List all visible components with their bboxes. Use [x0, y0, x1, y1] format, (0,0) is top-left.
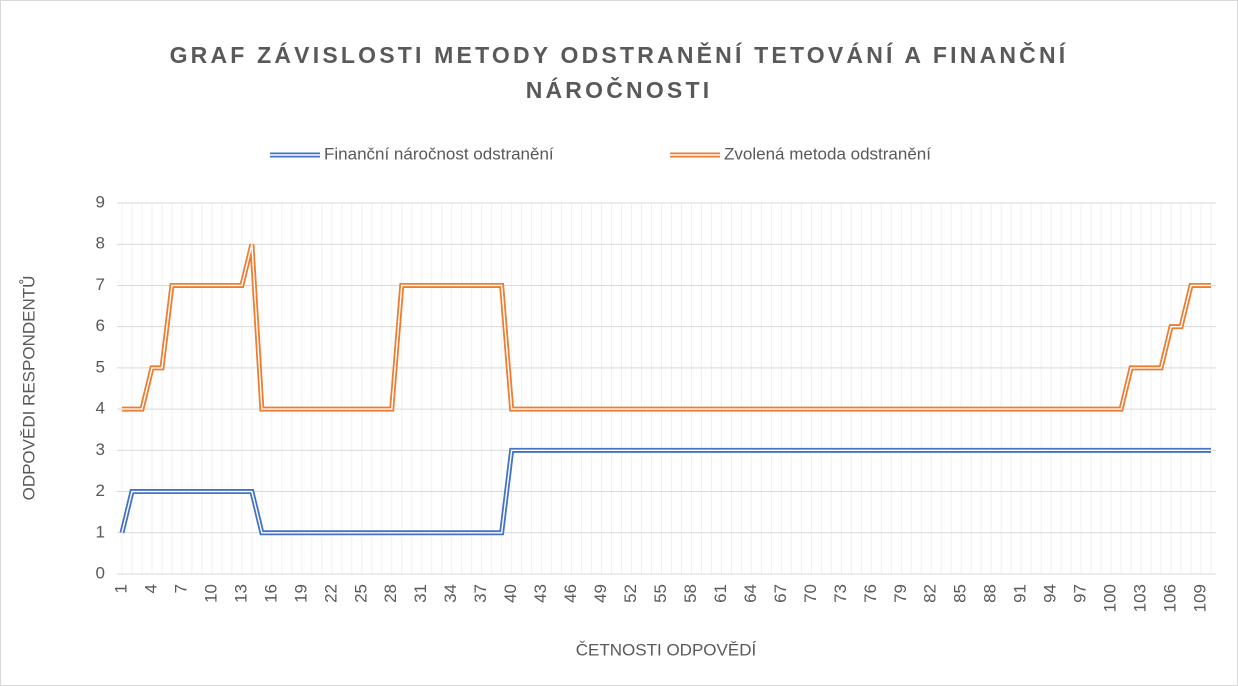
x-tick-label: 94 — [1041, 584, 1060, 603]
x-tick-label: 31 — [411, 584, 430, 603]
x-tick-label: 76 — [861, 584, 880, 603]
x-tick-label: 88 — [981, 584, 1000, 603]
x-tick-label: 28 — [381, 584, 400, 603]
x-tick-label: 22 — [321, 584, 340, 603]
x-tick-label: 46 — [561, 584, 580, 603]
y-axis-title: ODPOVĚDI RESPONDENTŮ — [19, 276, 38, 501]
x-tick-label: 61 — [711, 584, 730, 603]
x-tick-label: 1 — [111, 584, 130, 593]
y-tick-label: 0 — [96, 563, 105, 582]
y-tick-label: 7 — [96, 275, 105, 294]
x-tick-label: 40 — [501, 584, 520, 603]
series-line-inner — [121, 244, 1211, 410]
y-tick-label: 5 — [96, 357, 105, 376]
y-tick-label: 8 — [96, 234, 105, 253]
y-tick-label: 2 — [96, 481, 105, 500]
y-tick-label: 6 — [96, 316, 105, 335]
x-tick-label: 37 — [471, 584, 490, 603]
x-tick-label: 52 — [621, 584, 640, 603]
chart-title: GRAF ZÁVISLOSTI METODY ODSTRANĚNÍ TETOVÁ… — [169, 42, 1069, 103]
x-tick-label: 67 — [771, 584, 790, 603]
x-tick-label: 79 — [891, 584, 910, 603]
x-tick-label: 43 — [531, 584, 550, 603]
legend-label: Zvolená metoda odstranění — [724, 144, 931, 163]
x-tick-label: 97 — [1071, 584, 1090, 603]
x-tick-label: 10 — [201, 584, 220, 603]
y-tick-label: 1 — [96, 522, 105, 541]
x-tick-label: 100 — [1101, 584, 1120, 612]
x-tick-label: 73 — [831, 584, 850, 603]
x-tick-label: 34 — [441, 584, 460, 603]
x-tick-label: 106 — [1161, 584, 1180, 612]
x-tick-label: 55 — [651, 584, 670, 603]
x-tick-label: 64 — [741, 584, 760, 603]
x-tick-label: 19 — [291, 584, 310, 603]
x-tick-label: 109 — [1190, 584, 1209, 612]
x-axis-title: ČETNOSTI ODPOVĚDÍ — [576, 640, 757, 659]
x-tick-label: 4 — [141, 584, 160, 593]
x-tick-label: 25 — [351, 584, 370, 603]
y-tick-label: 4 — [96, 399, 105, 418]
y-tick-label: 3 — [96, 440, 105, 459]
y-tick-label: 9 — [96, 192, 105, 211]
x-tick-label: 13 — [231, 584, 250, 603]
x-tick-label: 82 — [921, 584, 940, 603]
x-tick-label: 85 — [951, 584, 970, 603]
x-tick-label: 91 — [1011, 584, 1030, 603]
x-tick-label: 7 — [171, 584, 190, 593]
x-tick-label: 70 — [801, 584, 820, 603]
legend-label: Finanční náročnost odstranění — [324, 144, 554, 163]
x-tick-label: 103 — [1131, 584, 1150, 612]
x-tick-label: 16 — [261, 584, 280, 603]
series-line-inner — [121, 449, 1211, 534]
x-tick-label: 58 — [681, 584, 700, 603]
x-tick-label: 49 — [591, 584, 610, 603]
